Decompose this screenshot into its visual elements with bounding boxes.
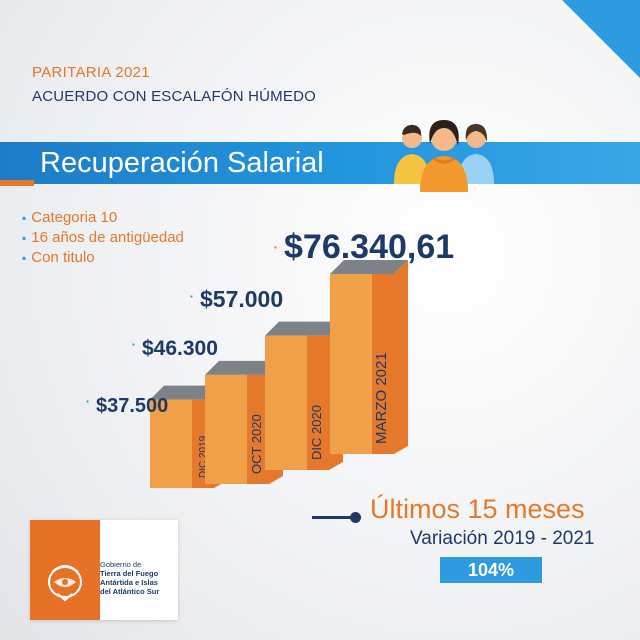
- value-dot: ▪: [190, 292, 193, 301]
- bullet-icon: ▪: [22, 211, 27, 225]
- people-group-icon: [394, 120, 494, 192]
- value-dot: ▪: [132, 340, 135, 349]
- category-label: MARZO 2021: [373, 352, 390, 444]
- banner-accent: [0, 180, 34, 186]
- conditions-list: ▪ Categoria 10 ▪ 16 años de antigüedad ▪ Co…: [22, 208, 184, 268]
- value-label: $57.000: [200, 286, 283, 312]
- column-front: [265, 335, 307, 470]
- column-front: [150, 399, 192, 488]
- banner-title: Recuperación Salarial: [40, 147, 324, 179]
- value-dot: ▪: [86, 397, 89, 406]
- logo-line: del Atlántico Sur: [100, 587, 160, 596]
- logo-panel: [30, 520, 100, 620]
- logo-line: Antártida e Islas: [100, 578, 158, 587]
- column-front: [330, 274, 372, 454]
- logo-text: Gobierno de Tierra del Fuego Antártida e…: [100, 560, 178, 596]
- column-side: [372, 260, 408, 454]
- column-top: [265, 321, 343, 336]
- value-label: $37.500: [96, 395, 168, 417]
- province-emblem-icon: [48, 565, 82, 602]
- category-label: DIC 2020: [309, 405, 324, 460]
- logo-line: Gobierno de: [100, 560, 142, 569]
- value-label: $76.340,61: [284, 228, 454, 266]
- bullet-icon: ▪: [22, 251, 27, 265]
- column-top: [330, 260, 408, 274]
- value-label: $46.300: [142, 337, 218, 360]
- connector-line: [312, 516, 354, 519]
- connector-dot: [350, 512, 361, 523]
- title-banner: [0, 142, 640, 184]
- subtitle: ACUERDO CON ESCALAFÓN HÚMEDO: [32, 88, 316, 105]
- bullet-icon: ▪: [22, 231, 27, 245]
- category-label: OCT 2020: [249, 414, 264, 474]
- variation-badge: 104%: [440, 557, 542, 583]
- variation-label: Variación 2019 - 2021: [410, 528, 595, 549]
- column-top: [205, 360, 283, 375]
- supertitle: PARITARIA 2021: [32, 64, 150, 81]
- logo-line: Tierra del Fuego: [100, 569, 159, 578]
- category-label: DIC 2019: [198, 435, 209, 478]
- list-item: ▪ Categoria 10: [22, 209, 118, 226]
- column-front: [205, 374, 247, 484]
- list-item: ▪ Con titulo: [22, 249, 95, 266]
- corner-decoration: [562, 0, 640, 78]
- value-dot: ▪: [274, 243, 277, 252]
- period-label: Últimos 15 meses: [370, 494, 585, 524]
- list-item: ▪ 16 años de antigüedad: [22, 229, 184, 246]
